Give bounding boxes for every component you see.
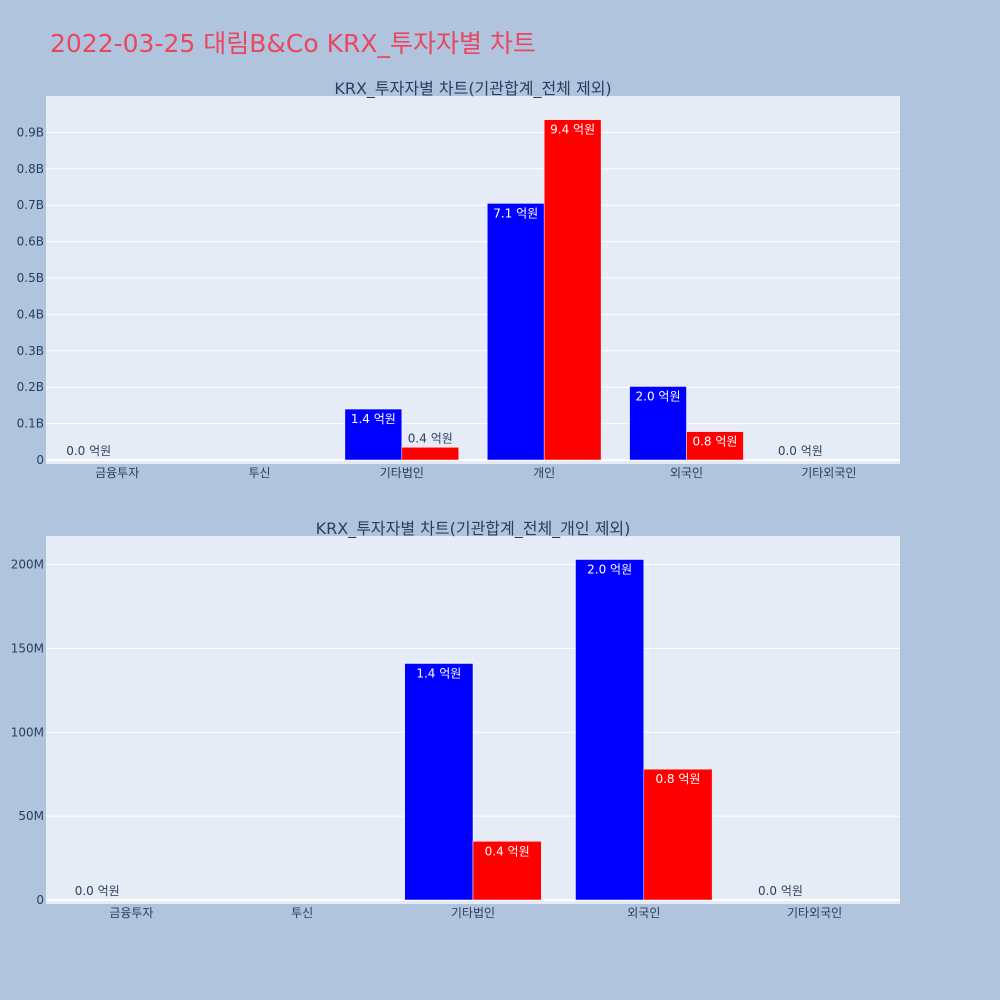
data-label: 0.0 억원	[778, 444, 823, 458]
y-tick-label: 0.3B	[17, 344, 44, 358]
chart-title: KRX_투자자별 차트(기관합계_전체 제외)	[334, 79, 611, 99]
x-tick-label: 외국인	[627, 906, 660, 920]
data-label: 2.0 억원	[636, 389, 681, 403]
x-tick-label: 외국인	[670, 466, 703, 480]
bar-buy	[629, 386, 687, 461]
y-tick-label: 0.4B	[17, 307, 44, 321]
y-tick-label: 200M	[11, 558, 44, 572]
y-tick-label: 0	[36, 453, 44, 467]
x-tick-label: 기타외국인	[801, 466, 856, 480]
x-tick-label: 개인	[533, 466, 555, 480]
bar-sell	[643, 768, 713, 901]
data-label: 0.0 억원	[66, 444, 111, 458]
y-tick-label: 100M	[11, 725, 44, 739]
bar-buy	[404, 663, 474, 901]
y-tick-label: 0.7B	[17, 198, 44, 212]
y-tick-label: 0.2B	[17, 380, 44, 394]
data-label: 0.0 억원	[758, 884, 803, 898]
x-tick-label: 금융투자	[109, 906, 153, 920]
chart-panel-bottom: 0 50M 100M 150M 200M KRX_투자자별 차트(기관합계_전체_개인 제…	[11, 519, 900, 920]
y-tick-label: 0.5B	[17, 271, 44, 285]
data-label: 0.8 억원	[692, 435, 737, 449]
y-tick-label: 0.9B	[17, 125, 44, 139]
y-tick-label: 0.6B	[17, 235, 44, 249]
bar-sell	[401, 447, 460, 461]
bar-buy	[344, 408, 403, 461]
data-label: 0.8 억원	[655, 772, 700, 786]
x-tick-label: 투신	[248, 466, 270, 480]
x-tick-label: 금융투자	[95, 466, 139, 480]
data-label: 1.4 억원	[416, 666, 461, 680]
y-tick-label: 0.1B	[17, 417, 44, 431]
data-label: 2.0 억원	[587, 562, 632, 576]
bar-sell	[686, 431, 744, 461]
bar-buy	[486, 203, 545, 461]
x-tick-label: 기타법인	[380, 466, 424, 480]
plot-area	[46, 96, 900, 464]
data-label: 7.1 억원	[493, 206, 538, 220]
page-title: 2022-03-25 대림B&Co KRX_투자자별 차트	[50, 29, 536, 58]
chart-title: KRX_투자자별 차트(기관합계_전체_개인 제외)	[316, 519, 631, 539]
x-tick-label: 기타법인	[451, 906, 495, 920]
x-tick-label: 투신	[291, 906, 313, 920]
data-label: 0.4 억원	[408, 431, 453, 445]
data-label: 9.4 억원	[550, 123, 595, 137]
bar-buy	[575, 559, 645, 901]
y-tick-label: 50M	[18, 809, 44, 823]
y-tick-label: 0	[36, 893, 44, 907]
bar-sell	[543, 119, 602, 461]
x-tick-label: 기타외국인	[787, 906, 842, 920]
data-label: 0.4 억원	[485, 844, 530, 858]
y-tick-label: 150M	[11, 641, 44, 655]
y-tick-label: 0.8B	[17, 162, 44, 176]
data-label: 0.0 억원	[75, 884, 120, 898]
data-label: 1.4 억원	[351, 412, 396, 426]
chart-panel-top: 0 0.1B 0.2B 0.3B 0.4B 0.5B 0.6B 0.7B 0.8B 0.9B KRX…	[17, 79, 900, 480]
bar-sell	[472, 841, 542, 901]
